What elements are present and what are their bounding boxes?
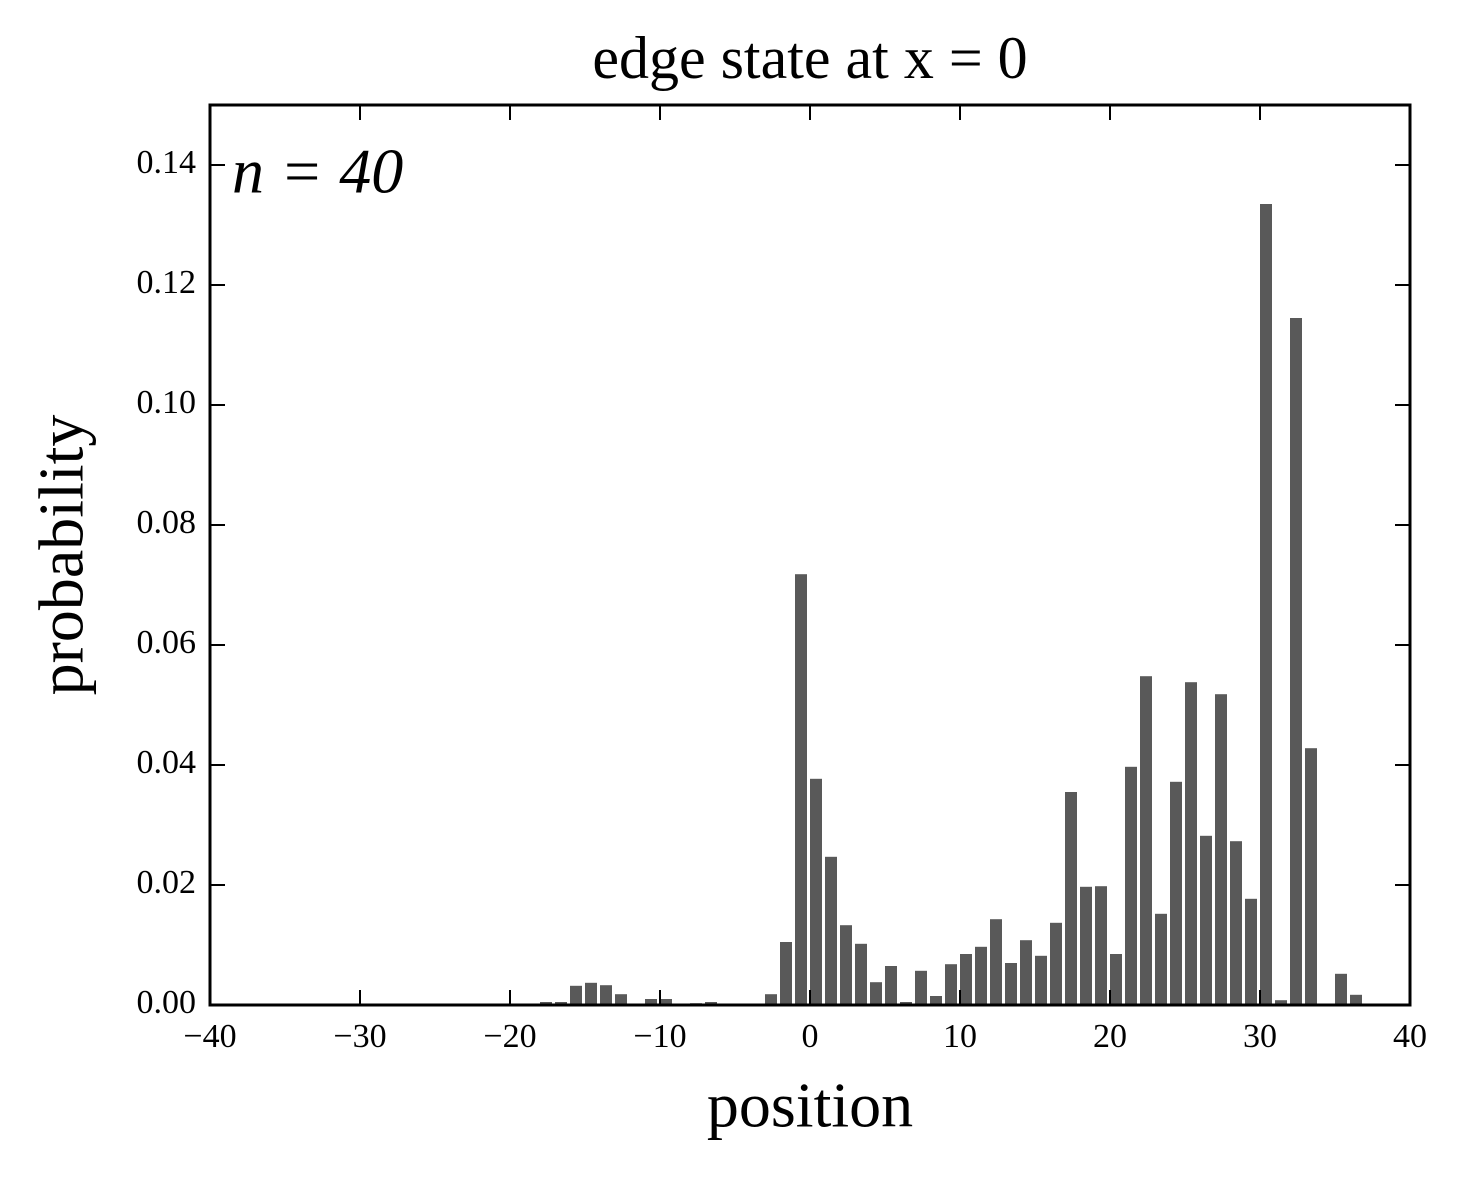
bar <box>1335 973 1347 1005</box>
bar <box>1050 922 1062 1005</box>
x-tick-label: 20 <box>1093 1018 1127 1055</box>
bar <box>945 964 957 1005</box>
x-tick-label: 0 <box>802 1018 819 1055</box>
annotation: n = 40 <box>232 136 403 207</box>
bar <box>1080 886 1092 1005</box>
x-tick-label: −20 <box>483 1018 536 1055</box>
bar <box>615 994 627 1005</box>
bar <box>990 919 1002 1005</box>
bar <box>1035 955 1047 1005</box>
bar <box>1020 940 1032 1005</box>
bar <box>1260 204 1272 1005</box>
bar <box>810 778 822 1005</box>
bar <box>645 999 657 1005</box>
y-tick-label: 0.06 <box>137 624 197 661</box>
bar <box>855 943 867 1005</box>
bar <box>1065 792 1077 1005</box>
bar <box>840 925 852 1005</box>
bar <box>660 999 672 1005</box>
x-tick-label: 40 <box>1393 1018 1427 1055</box>
bar <box>915 970 927 1005</box>
bar <box>1275 1000 1287 1005</box>
bar <box>1185 682 1197 1005</box>
bar <box>1290 318 1302 1005</box>
bar <box>795 574 807 1005</box>
y-tick-label: 0.02 <box>137 864 197 901</box>
bar <box>1140 676 1152 1005</box>
x-tick-label: 30 <box>1243 1018 1277 1055</box>
y-tick-label: 0.14 <box>137 144 197 181</box>
bar <box>780 942 792 1005</box>
bar <box>1005 963 1017 1005</box>
bar <box>1125 766 1137 1005</box>
x-tick-label: 10 <box>943 1018 977 1055</box>
x-tick-label: −30 <box>333 1018 386 1055</box>
y-axis-label: probability <box>26 415 97 696</box>
bar <box>570 985 582 1005</box>
x-tick-label: −10 <box>633 1018 686 1055</box>
bar <box>975 946 987 1005</box>
bar <box>870 982 882 1005</box>
bar <box>1245 898 1257 1005</box>
bar <box>825 856 837 1005</box>
bar <box>600 985 612 1005</box>
bar <box>1230 841 1242 1005</box>
y-tick-label: 0.00 <box>137 984 197 1021</box>
chart-title: edge state at x = 0 <box>592 25 1027 91</box>
plot-area <box>540 204 1362 1005</box>
bar <box>765 994 777 1005</box>
bar <box>1215 694 1227 1005</box>
bar <box>1110 954 1122 1005</box>
y-tick-label: 0.10 <box>137 384 197 421</box>
y-tick-label: 0.12 <box>137 264 197 301</box>
y-tick-label: 0.04 <box>137 744 197 781</box>
bar <box>885 966 897 1005</box>
bar <box>1155 913 1167 1005</box>
x-axis-label: position <box>707 1070 913 1141</box>
bar <box>1200 835 1212 1005</box>
bar <box>585 982 597 1005</box>
bar <box>930 996 942 1005</box>
bar <box>1170 781 1182 1005</box>
bar <box>960 954 972 1005</box>
x-tick-label: −40 <box>183 1018 236 1055</box>
bar <box>1350 994 1362 1005</box>
bar <box>1095 886 1107 1005</box>
bar <box>1305 748 1317 1005</box>
y-tick-label: 0.08 <box>137 504 197 541</box>
